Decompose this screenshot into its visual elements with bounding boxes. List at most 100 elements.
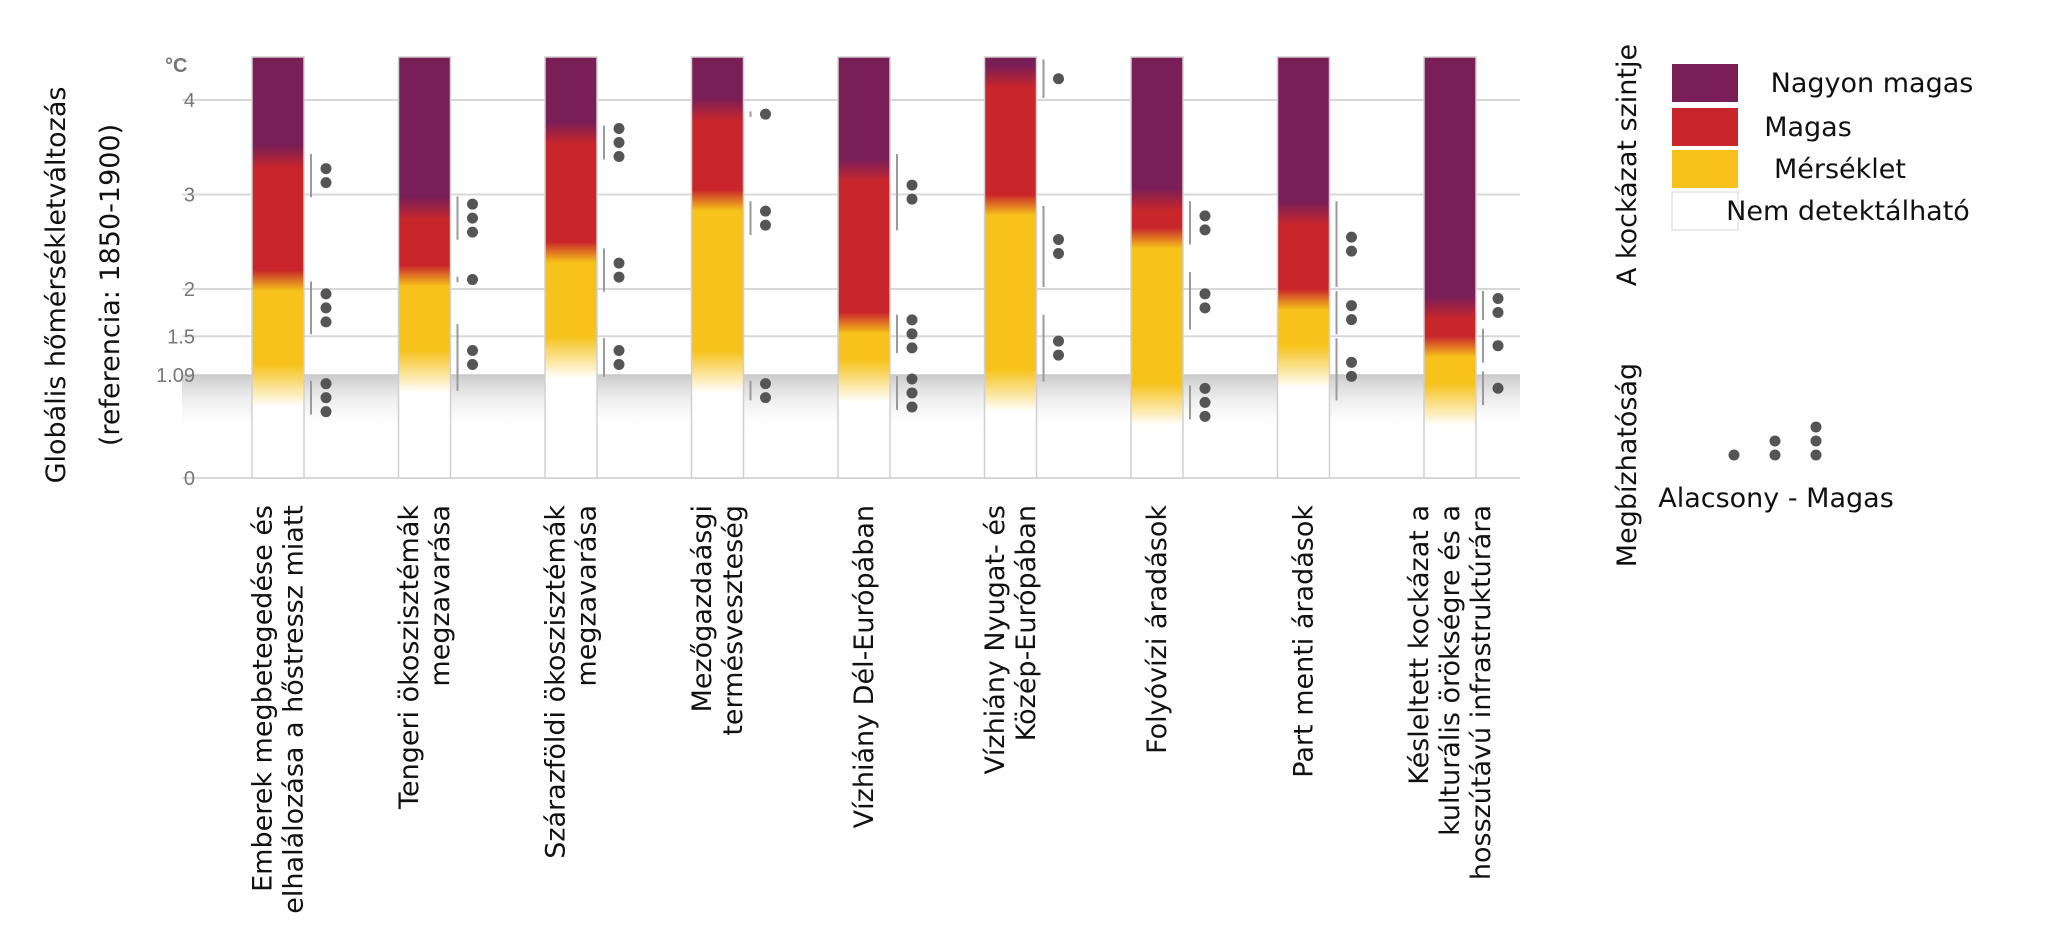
category-label: Folyóvízi áradások	[1142, 505, 1173, 754]
legend-title: A kockázat szintje	[1612, 44, 1643, 286]
y-axis-title: Globális hőmérsékletváltozás	[41, 87, 72, 484]
confidence-dot	[1199, 382, 1211, 394]
confidence-dot	[906, 328, 918, 340]
confidence-dot	[320, 378, 332, 390]
confidence-dot	[467, 198, 478, 210]
confidence-dot	[613, 151, 625, 163]
confidence-dot	[1492, 293, 1504, 305]
confidence-dot	[320, 392, 332, 404]
confidence-dot	[1199, 302, 1211, 314]
risk-bar	[251, 56, 305, 479]
confidence-dot	[613, 137, 625, 149]
legend-label: Nagyon magas	[1771, 68, 1974, 99]
confidence-dot	[906, 179, 918, 191]
category-label: Mezőgazdaásgi	[687, 505, 718, 712]
y-tick-label: 4	[184, 90, 195, 112]
confidence-dot	[467, 226, 478, 238]
category-label: Vízhiány Nyugat- és	[980, 505, 1011, 775]
confidence-dot	[1492, 307, 1504, 319]
confidence-dot	[467, 212, 478, 224]
confidence-dot	[1053, 335, 1064, 347]
category-label: Emberek megbetegedése és	[248, 505, 279, 892]
y-tick-label: 1.09	[156, 365, 195, 387]
legend-swatch	[1672, 108, 1738, 146]
legend-items: Nagyon magas Magas Mérséklet Nem detektálha…	[1671, 64, 1974, 231]
confidence-dot	[1346, 300, 1357, 312]
y-tick-label: 0	[184, 468, 195, 490]
confidence-dot	[906, 373, 918, 385]
unit-label: °C	[165, 55, 187, 77]
category-label: megzavarása	[425, 505, 456, 687]
confidence-dot	[1053, 349, 1064, 361]
confidence-legend-dot	[1810, 435, 1822, 447]
risk-bar	[1276, 56, 1331, 479]
confidence-dot	[613, 345, 625, 357]
bars	[251, 56, 1477, 479]
confidence-legend-dot	[1769, 435, 1781, 447]
y-tick-label: 2	[184, 279, 195, 301]
confidence-legend-range: Alacsony - Magas	[1658, 483, 1894, 514]
confidence-dot	[467, 274, 478, 286]
y-tick-label: 3	[184, 185, 195, 207]
confidence-dot	[613, 271, 625, 283]
confidence-legend-dot	[1810, 449, 1822, 461]
confidence-dot	[1199, 410, 1211, 422]
confidence-dot	[906, 193, 918, 205]
confidence-legend-dot	[1810, 421, 1822, 433]
category-label: hosszútávú infrastruktúrára	[1466, 505, 1497, 880]
y-tick-label: 1.5	[167, 326, 195, 348]
confidence-dot	[760, 378, 771, 390]
confidence-dot	[1346, 231, 1357, 243]
category-label: megzavarása	[572, 505, 603, 687]
legend-label: Magas	[1764, 112, 1852, 143]
risk-bar	[544, 56, 598, 479]
confidence-dot	[760, 205, 771, 217]
confidence-dot	[906, 387, 918, 399]
confidence-dot	[320, 288, 332, 300]
confidence-legend-dot	[1728, 449, 1740, 461]
category-label: Közép-Európában	[1011, 505, 1042, 741]
confidence-dot	[906, 342, 918, 354]
confidence-legend-title: Megbízhatóság	[1612, 363, 1643, 567]
legend-swatch	[1671, 191, 1739, 231]
category-labels: Emberek megbetegedése és elhalálozása a h…	[248, 505, 1498, 914]
confidence-dot	[1199, 210, 1211, 222]
confidence-legend-dots	[1728, 421, 1822, 461]
confidence-dot	[760, 392, 771, 404]
legend-swatch	[1672, 64, 1738, 102]
risk-bar	[1423, 56, 1477, 479]
category-label: Szárazföldi ökoszisztémák	[541, 505, 572, 859]
risk-bar	[837, 56, 891, 479]
confidence-dot	[1053, 73, 1064, 85]
confidence-dot	[1053, 247, 1064, 259]
confidence-dot	[760, 219, 771, 231]
category-label: kulturális örökségre és a	[1435, 505, 1466, 836]
confidence-dot	[613, 123, 625, 135]
confidence-dot	[467, 345, 478, 357]
category-label: elhalálozása a hőstressz miatt	[279, 505, 310, 914]
legend: A kockázat szintje Nagyon magas Magas Mérs…	[1612, 44, 1973, 567]
confidence-dot	[320, 302, 332, 314]
y-axis-subtitle: (referencia: 1850-1900)	[95, 124, 126, 446]
confidence-dot	[1199, 288, 1211, 300]
confidence-dot	[320, 177, 332, 189]
category-label: Part menti áradások	[1289, 505, 1320, 778]
legend-label: Mérséklet	[1774, 154, 1906, 185]
confidence-dot	[613, 257, 625, 269]
confidence-dot	[760, 108, 771, 120]
confidence-dot	[1199, 224, 1211, 236]
confidence-legend-dot	[1769, 449, 1781, 461]
risk-bar	[983, 56, 1038, 479]
risk-bar	[690, 56, 745, 479]
confidence-dot	[906, 314, 918, 326]
category-label: termésveszteség	[718, 505, 749, 736]
confidence-dot	[1346, 356, 1357, 368]
legend-label: Nem detektálható	[1726, 196, 1970, 227]
confidence-dot	[467, 359, 478, 371]
confidence-dot	[613, 359, 625, 371]
confidence-dot	[320, 163, 332, 175]
category-label: Tengeri ökoszisztémák	[394, 505, 425, 810]
risk-bar	[397, 56, 452, 479]
confidence-dot	[1492, 382, 1504, 394]
